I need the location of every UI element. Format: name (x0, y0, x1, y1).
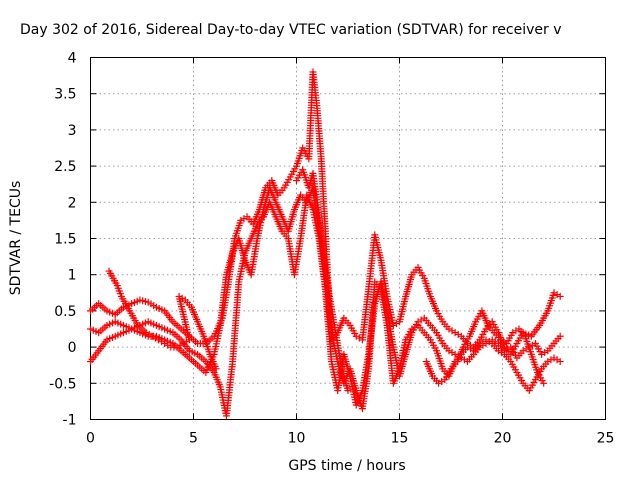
data-point (482, 339, 490, 347)
x-tick-label: 0 (86, 431, 95, 447)
data-point (438, 377, 446, 385)
x-tick-label: 20 (494, 431, 512, 447)
data-point (556, 332, 564, 340)
data-point (547, 356, 555, 364)
x-tick-label: 10 (288, 431, 306, 447)
y-tick-label: 3 (68, 123, 77, 139)
y-tick-label: 1.5 (54, 232, 76, 248)
data-point (392, 320, 400, 328)
data-point (451, 329, 459, 337)
data-point (553, 291, 561, 299)
data-point (151, 334, 159, 342)
data-point (491, 338, 499, 346)
data-point (541, 349, 549, 357)
y-tick-labels: -1 -0.5 0 0.5 1 1.5 2 2.5 3 3.5 4 (49, 51, 76, 429)
y-tick-label: 3.5 (54, 87, 76, 103)
data-point (148, 332, 156, 340)
data-point (212, 365, 220, 373)
y-axis-label: SDTVAR / TECUs (8, 181, 24, 296)
data-point (512, 327, 520, 335)
data-point (488, 336, 496, 344)
data-point (553, 356, 561, 364)
data-point (344, 387, 352, 395)
chart-title: Day 302 of 2016, Sidereal Day-to-day VTE… (20, 22, 562, 38)
x-tick-label: 5 (189, 431, 198, 447)
x-tick-labels: 0 5 10 15 20 25 (86, 431, 614, 447)
data-point (448, 349, 456, 357)
y-tick-label: 2.5 (54, 159, 76, 175)
data-point (417, 316, 425, 324)
data-point (550, 354, 558, 362)
y-tick-label: 1 (68, 268, 77, 284)
y-tick-label: 2 (68, 195, 77, 211)
x-axis-label: GPS time / hours (288, 458, 405, 474)
grid (90, 57, 606, 420)
y-tick-label: -0.5 (49, 376, 76, 392)
data-point (448, 327, 456, 335)
x-tick-label: 25 (597, 431, 615, 447)
series-3 (105, 166, 548, 395)
y-tick-label: 0.5 (54, 304, 76, 320)
x-tick-label: 15 (391, 431, 409, 447)
data-point (355, 334, 363, 342)
y-tick-label: -1 (63, 413, 77, 429)
data-point (485, 338, 493, 346)
data-point (556, 292, 564, 300)
data-point (540, 379, 548, 387)
data-point (556, 358, 564, 366)
axis-ticks (90, 57, 606, 420)
data-point (454, 330, 462, 338)
data-point (145, 330, 153, 338)
y-tick-label: 4 (68, 51, 77, 67)
data-point (240, 215, 248, 223)
y-tick-label: 0 (68, 340, 77, 356)
data-markers (87, 68, 564, 420)
